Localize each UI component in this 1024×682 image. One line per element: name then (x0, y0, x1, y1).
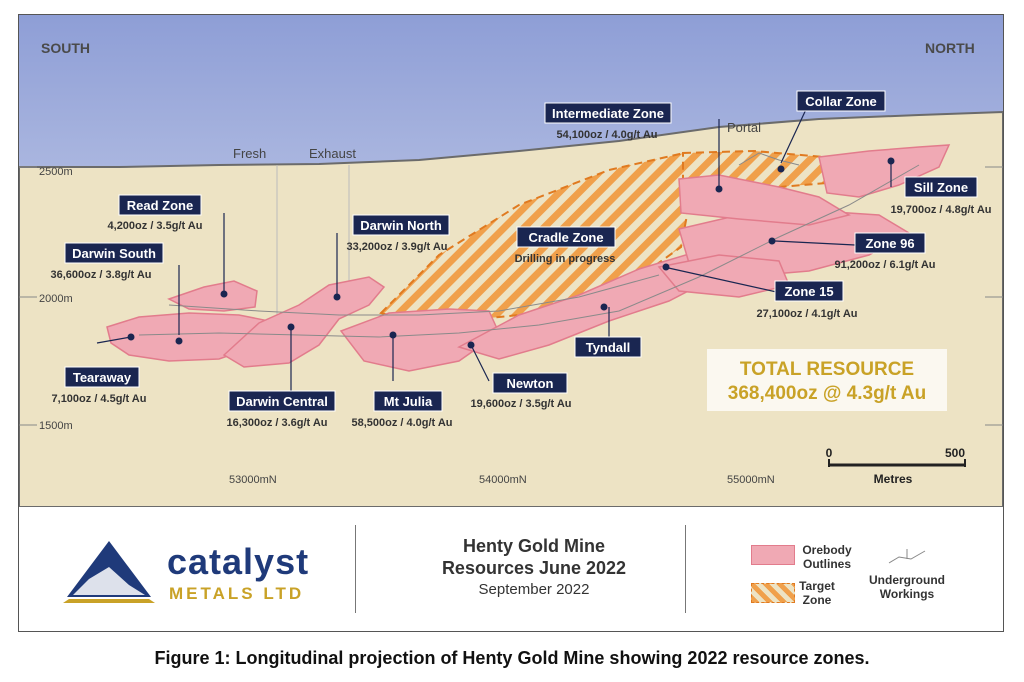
footer-title-line2: Resources June 2022 (441, 558, 627, 578)
svg-text:27,100oz / 4.1g/t Au: 27,100oz / 4.1g/t Au (756, 308, 857, 320)
zone-label-darwin-north: Darwin North 33,200oz / 3.9g/t Au (346, 214, 450, 253)
footer-date: September 2022 (478, 581, 590, 598)
legend-orebody-label: Orebody Outlines (802, 543, 852, 571)
svg-text:33,200oz / 3.9g/t Au: 33,200oz / 3.9g/t Au (346, 241, 447, 253)
scale-bar: 0 500 Metres (826, 446, 966, 486)
svg-text:Collar Zone: Collar Zone (805, 94, 877, 109)
svg-text:Zone 15: Zone 15 (784, 284, 833, 299)
svg-text:Sill Zone: Sill Zone (914, 180, 968, 195)
svg-text:Darwin North: Darwin North (360, 218, 442, 233)
logo-word-metals: METALS LTD (169, 584, 305, 603)
direction-south: SOUTH (41, 40, 90, 56)
svg-text:Tyndall: Tyndall (586, 340, 631, 355)
total-resource-box: TOTAL RESOURCE 368,400oz @ 4.3g/t Au (707, 349, 947, 411)
logo-word-catalyst: catalyst (167, 541, 310, 582)
easting-label: 54000mN (479, 474, 527, 486)
surface-label-portal: Portal (727, 120, 761, 135)
svg-text:16,300oz / 3.6g/t Au: 16,300oz / 3.6g/t Au (226, 417, 327, 429)
zone-label-tyndall: Tyndall (574, 336, 642, 358)
svg-text:7,100oz / 4.5g/t Au: 7,100oz / 4.5g/t Au (52, 393, 147, 405)
figure-caption: Figure 1: Longitudinal projection of Hen… (154, 648, 870, 668)
svg-text:Intermediate Zone: Intermediate Zone (552, 106, 664, 121)
svg-text:36,600oz / 3.8g/t Au: 36,600oz / 3.8g/t Au (50, 269, 151, 281)
leader-dots (127, 157, 895, 349)
mountain-logo-icon (63, 541, 155, 603)
footer-divider (355, 525, 356, 613)
easting-label: 53000mN (229, 474, 277, 486)
orebody-read-zone (167, 280, 258, 312)
svg-text:500: 500 (945, 446, 965, 460)
cradle-zone-label: Cradle Zone Drilling in progress (515, 226, 616, 265)
direction-north: NORTH (925, 40, 975, 56)
surface-label-fresh: Fresh (233, 146, 266, 161)
underground-workings (138, 152, 920, 338)
longitudinal-projection: SOUTH NORTH Fresh Exhaust Portal 2500m 2… (19, 15, 1003, 507)
svg-text:Mt Julia: Mt Julia (384, 394, 433, 409)
zone-label-intermediate-zone: Intermediate Zone 54,100oz / 4.0g/t Au (544, 102, 672, 141)
zone-label-read-zone: Read Zone 4,200oz / 3.5g/t Au (108, 194, 203, 232)
orebody-outlines (106, 144, 951, 372)
svg-text:Newton: Newton (507, 376, 554, 391)
zone-label-darwin-south: Darwin South 36,600oz / 3.8g/t Au (50, 242, 164, 281)
footer-divider (685, 525, 686, 613)
zone-label-zone-15: Zone 15 27,100oz / 4.1g/t Au (756, 280, 858, 320)
orebody-sill-zone (818, 144, 951, 198)
svg-text:0: 0 (826, 446, 833, 460)
figure-frame: SOUTH NORTH Fresh Exhaust Portal 2500m 2… (18, 14, 1004, 632)
legend-target-swatch (751, 583, 795, 603)
footer-title-block: Henty Gold Mine Resources June 2022 Sept… (379, 535, 689, 598)
leader-lines (96, 102, 892, 393)
svg-text:Darwin Central: Darwin Central (236, 394, 328, 409)
zone-label-darwin-central: Darwin Central 16,300oz / 3.6g/t Au (226, 390, 336, 429)
elevation-label: 2500m (39, 166, 73, 178)
zone-label-zone-96: Zone 96 91,200oz / 6.1g/t Au (834, 232, 936, 271)
svg-text:58,500oz / 4.0g/t Au: 58,500oz / 4.0g/t Au (351, 417, 452, 429)
zone-label-sill-zone: Sill Zone 19,700oz / 4.8g/t Au (890, 176, 992, 216)
elevation-label: 1500m (39, 420, 73, 432)
company-logo: catalyst METALS LTD (59, 537, 319, 607)
total-resource-value: 368,400oz @ 4.3g/t Au (728, 383, 926, 404)
svg-text:Metres: Metres (874, 472, 913, 486)
svg-text:54,100oz / 4.0g/t Au: 54,100oz / 4.0g/t Au (556, 129, 657, 141)
svg-text:19,700oz / 4.8g/t Au: 19,700oz / 4.8g/t Au (890, 204, 991, 216)
elevation-label: 2000m (39, 293, 73, 305)
surface-label-exhaust: Exhaust (309, 146, 356, 161)
svg-text:4,200oz / 3.5g/t Au: 4,200oz / 3.5g/t Au (108, 220, 203, 232)
zone-label-newton: Newton 19,600oz / 3.5g/t Au (470, 372, 572, 410)
svg-text:Cradle Zone: Cradle Zone (528, 230, 603, 245)
legend-workings-label: Underground Workings (869, 573, 945, 601)
svg-text:19,600oz / 3.5g/t Au: 19,600oz / 3.5g/t Au (470, 398, 571, 410)
svg-text:Read Zone: Read Zone (127, 198, 193, 213)
zone-label-tearaway: Tearaway 7,100oz / 4.5g/t Au (52, 366, 147, 405)
svg-text:Darwin South: Darwin South (72, 246, 156, 261)
total-resource-label: TOTAL RESOURCE (740, 359, 914, 380)
svg-text:Tearaway: Tearaway (73, 370, 132, 385)
svg-text:91,200oz / 6.1g/t Au: 91,200oz / 6.1g/t Au (834, 259, 935, 271)
legend-target-label: Target Zone (799, 579, 835, 607)
svg-text:Zone 96: Zone 96 (865, 236, 914, 251)
zone-label-collar-zone: Collar Zone (796, 90, 886, 112)
legend-orebody-swatch (751, 545, 795, 565)
zone-label-mt-julia: Mt Julia 58,500oz / 4.0g/t Au (351, 390, 453, 429)
workings-icon (888, 549, 926, 564)
footer-title-line1: Henty Gold Mine (462, 536, 605, 556)
svg-text:Drilling in progress: Drilling in progress (515, 253, 616, 265)
orebody-darwin-central-north (222, 276, 386, 368)
figure-footer: catalyst METALS LTD Henty Gold Mine Reso… (19, 507, 1003, 631)
easting-label: 55000mN (727, 474, 775, 486)
